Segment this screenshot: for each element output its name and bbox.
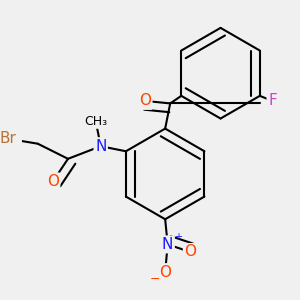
Text: N: N [162, 237, 173, 252]
Text: +: + [174, 232, 182, 242]
Text: Br: Br [0, 131, 16, 146]
Text: O: O [159, 265, 171, 280]
Text: O: O [139, 93, 151, 108]
Text: O: O [47, 174, 59, 189]
Text: O: O [184, 244, 196, 260]
Text: N: N [95, 139, 106, 154]
Text: CH₃: CH₃ [84, 115, 107, 128]
Text: F: F [268, 93, 277, 108]
Text: −: − [150, 273, 160, 286]
